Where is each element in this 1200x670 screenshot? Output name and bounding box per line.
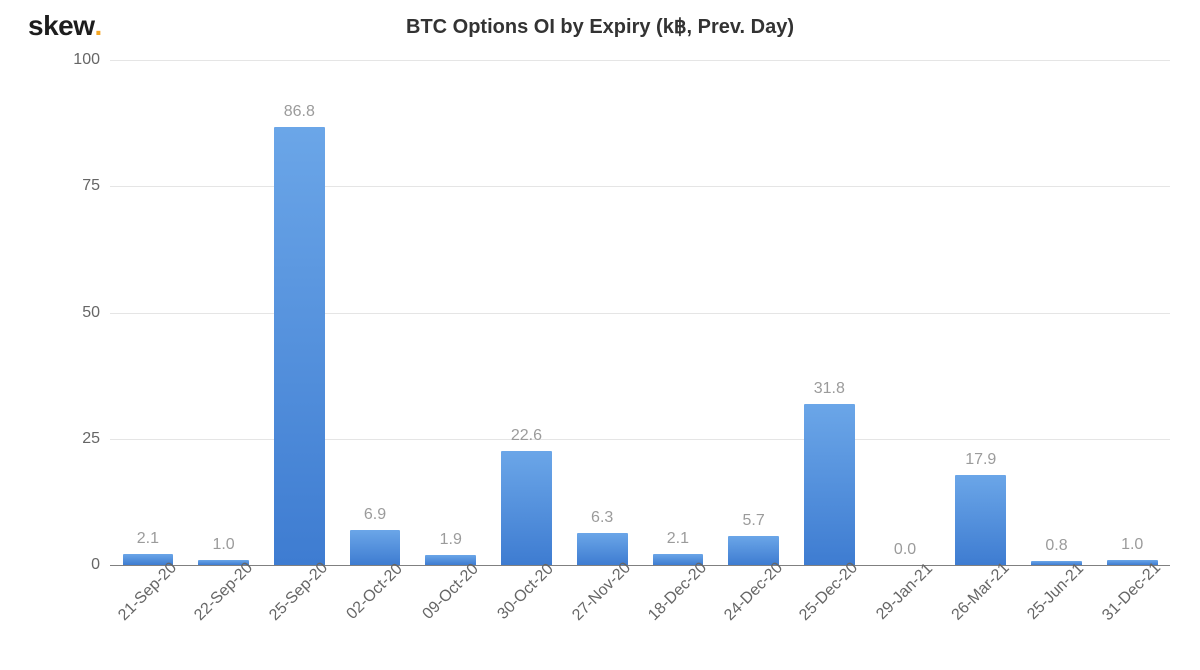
y-tick-label: 100 [73,51,100,69]
bar-slot: 6.902-Oct-20 [337,60,413,565]
logo-dot-icon: . [95,10,102,42]
x-tick-label: 24-Dec-20 [721,559,787,625]
bar-value-label: 6.3 [591,509,613,527]
bar [274,127,325,565]
y-tick-label: 25 [82,430,100,448]
plot-area: 02550751002.121-Sep-201.022-Sep-2086.825… [110,60,1170,565]
bar-slot: 0.029-Jan-21 [867,60,943,565]
bar [501,451,552,565]
bar-value-label: 6.9 [364,506,386,524]
bar-slot: 1.031-Dec-21 [1094,60,1170,565]
bar-value-label: 22.6 [511,427,542,445]
bar-value-label: 5.7 [742,512,764,530]
bar-slot: 86.825-Sep-20 [261,60,337,565]
bar-value-label: 2.1 [137,530,159,548]
bar-slot: 17.926-Mar-21 [943,60,1019,565]
x-tick-label: 02-Oct-20 [343,560,406,623]
bar-value-label: 0.8 [1045,537,1067,555]
x-tick-label: 21-Sep-20 [115,559,181,625]
brand-logo: skew. [28,10,102,42]
bar-slot: 5.724-Dec-20 [716,60,792,565]
bar [955,475,1006,565]
bar-value-label: 2.1 [667,530,689,548]
bar-slot: 0.825-Jun-21 [1019,60,1095,565]
bar-slot: 6.327-Nov-20 [564,60,640,565]
bar-value-label: 31.8 [814,380,845,398]
x-tick-label: 31-Dec-21 [1099,559,1165,625]
logo-text: skew [28,10,95,42]
x-tick-label: 25-Jun-21 [1025,560,1089,624]
x-tick-label: 27-Nov-20 [569,559,635,625]
bar-value-label: 0.0 [894,541,916,559]
bar-value-label: 17.9 [965,451,996,469]
bar-value-label: 86.8 [284,103,315,121]
x-tick-label: 29-Jan-21 [873,560,937,624]
x-tick-label: 25-Dec-20 [797,559,863,625]
bars-group: 2.121-Sep-201.022-Sep-2086.825-Sep-206.9… [110,60,1170,565]
bar-slot: 2.118-Dec-20 [640,60,716,565]
y-tick-label: 75 [82,177,100,195]
bar-slot: 1.909-Oct-20 [413,60,489,565]
bar-value-label: 1.9 [440,531,462,549]
bar [804,404,855,565]
x-tick-label: 18-Dec-20 [645,559,711,625]
bar-slot: 1.022-Sep-20 [186,60,262,565]
chart-container: skew. BTC Options OI by Expiry (k฿, Prev… [0,0,1200,670]
y-tick-label: 50 [82,304,100,322]
bar-slot: 31.825-Dec-20 [791,60,867,565]
x-tick-label: 30-Oct-20 [495,560,558,623]
bar-slot: 22.630-Oct-20 [489,60,565,565]
x-tick-label: 22-Sep-20 [191,559,257,625]
x-tick-label: 09-Oct-20 [419,560,482,623]
x-tick-label: 26-Mar-21 [948,560,1013,625]
x-tick-label: 25-Sep-20 [267,559,333,625]
chart-title: BTC Options OI by Expiry (k฿, Prev. Day) [406,14,794,39]
y-tick-label: 0 [91,556,100,574]
bar-value-label: 1.0 [212,536,234,554]
bar-value-label: 1.0 [1121,536,1143,554]
bar-slot: 2.121-Sep-20 [110,60,186,565]
x-axis-line [110,565,1170,566]
